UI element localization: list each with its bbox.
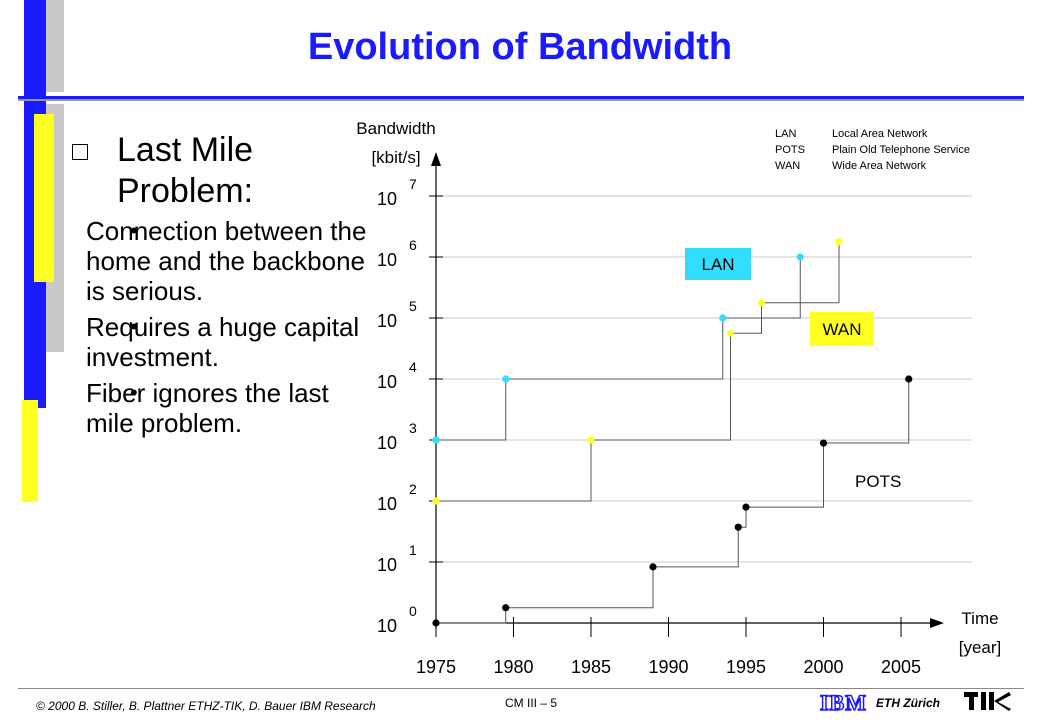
bullet-text: Connection between the home and the back… [86,216,367,306]
series-label: LAN [701,255,734,274]
bullet-item: • Connection between the home and the ba… [0,216,372,306]
data-point-wan [835,238,843,246]
bullet-dot-icon: • [130,380,138,405]
checkbox-bullet-icon [72,144,88,160]
series-label-box [810,312,874,346]
footer-copyright: © 2000 B. Stiller, B. Plattner ETHZ-TIK,… [36,699,376,713]
data-point-lan [502,375,510,383]
heading-last-mile: Last Mile Problem: [72,130,372,212]
content-text: Last Mile Problem: • Connection between … [72,130,372,444]
data-point-pots [432,619,440,627]
tik-logo-shape [964,692,1011,711]
title-rule-shadow [18,99,1024,101]
bullet-item: • Requires a huge capital investment. [0,312,372,372]
data-point-pots [742,503,750,511]
y-tick-label: 10 [377,189,397,209]
series-label: POTS [855,472,901,491]
data-point-pots [649,563,657,571]
data-point-pots [819,439,828,447]
legend-abbr: WAN [775,160,801,172]
data-point-wan [432,497,440,505]
data-point-lan [796,253,804,261]
x-tick-label: 1975 [416,657,456,677]
bullet-text: Requires a huge capital investment. [86,312,360,372]
y-tick-label: 10 [377,311,397,331]
footer-page: CM III – 5 [505,696,558,710]
legend-row: LAN Local Area Network [775,126,1025,142]
legend-desc: Plain Old Telephone Service [832,144,970,156]
y-tick-exponent: 4 [409,359,417,375]
heading-text: Last Mile Problem: [117,131,254,210]
x-tick-label: 1990 [648,657,688,677]
tik-logo-icon [963,690,1013,712]
data-point-wan [757,299,766,307]
legend-desc: Local Area Network [832,128,928,140]
sidebar-yellow-top [34,114,54,282]
data-point-pots [502,604,510,612]
legend-desc: Wide Area Network [832,160,927,172]
x-axis-unit: [year] [959,638,1002,657]
data-point-lan [719,314,727,322]
series-label: WAN [822,320,861,339]
y-tick-exponent: 7 [409,176,417,192]
y-axis-unit: [kbit/s] [371,148,420,167]
series-label-box [685,248,751,280]
title-rule [18,96,1024,99]
data-point-pots [734,523,742,531]
y-tick-exponent: 5 [409,298,417,314]
ibm-logo: IBM [819,689,867,716]
abbreviation-legend: LAN Local Area Network POTS Plain Old Tele… [775,126,1025,174]
y-tick-label: 10 [377,250,397,270]
bullet-text: Fiber ignores the last mile problem. [86,378,329,438]
slide-title: Evolution of Bandwidth [307,26,733,68]
y-tick-exponent: 1 [409,542,417,558]
y-axis-arrow [431,152,441,166]
x-tick-label: 2000 [803,657,843,677]
data-point-lan [432,436,440,444]
y-tick-exponent: 3 [409,420,417,436]
x-tick-label: 1995 [726,657,766,677]
x-tick-label: 1985 [571,657,611,677]
sidebar-gray-top [42,0,64,92]
data-point-pots [905,375,913,383]
y-tick-exponent: 2 [409,481,417,497]
y-tick-label: 10 [377,372,397,392]
legend-row: POTS Plain Old Telephone Service [775,142,1025,158]
y-tick-label: 10 [377,494,397,514]
x-tick-label: 1980 [493,657,533,677]
data-point-wan [726,329,735,337]
x-tick-label: 2005 [881,657,921,677]
y-tick-exponent: 6 [409,237,417,253]
x-axis-label: Time [961,609,998,628]
bullet-dot-icon: • [130,218,138,243]
bullet-item: • Fiber ignores the last mile problem. [0,378,372,438]
bullet-dot-icon: • [130,314,138,339]
footer-rule [18,688,1024,689]
x-axis-arrow [930,618,944,628]
y-tick-exponent: 0 [409,603,417,619]
series-line-lan [436,257,801,441]
footer-eth: ETH Zürich [876,696,941,710]
y-tick-label: 10 [377,616,397,636]
legend-abbr: LAN [775,128,797,140]
y-axis-label: Bandwidth [356,119,435,138]
y-tick-label: 10 [377,555,397,575]
sidebar-yellow-bottom [22,400,38,502]
y-tick-label: 10 [377,433,397,453]
data-point-wan [587,436,595,444]
legend-abbr: POTS [775,144,805,156]
legend-row: WAN Wide Area Network [775,158,1025,174]
series-line-wan [436,241,840,502]
